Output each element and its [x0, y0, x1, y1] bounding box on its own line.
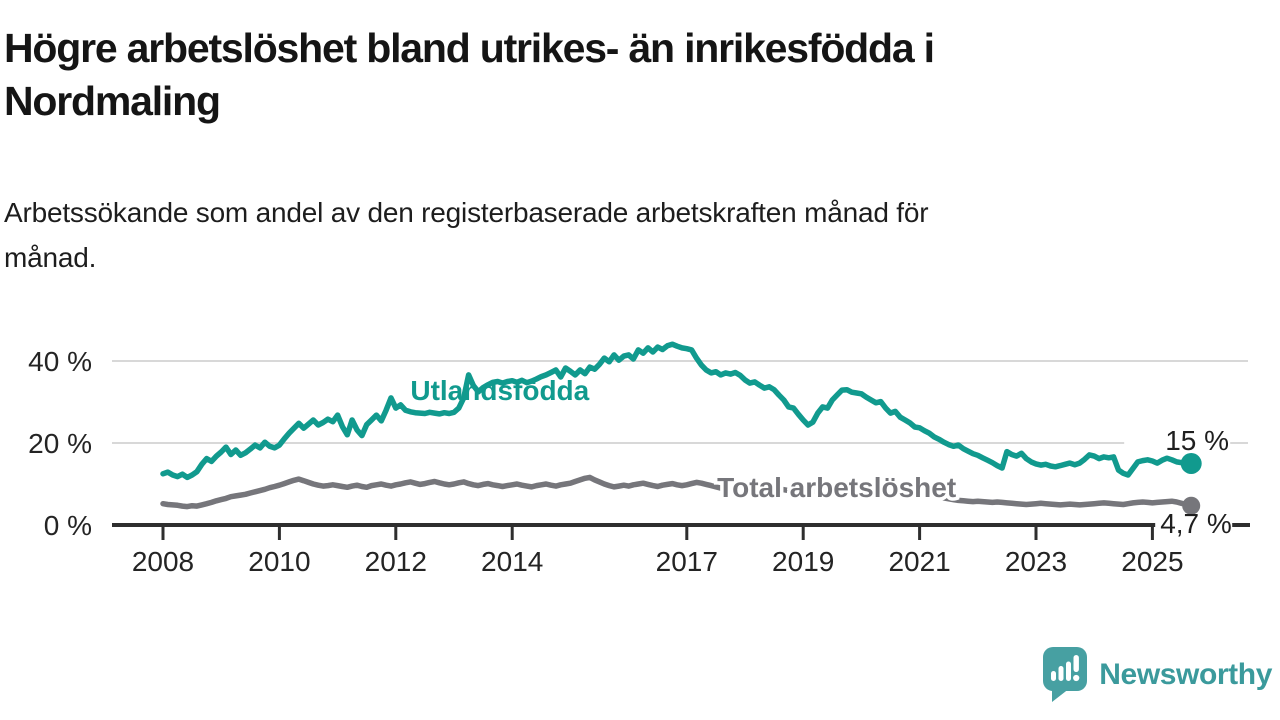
x-tick-label: 2019	[772, 546, 834, 577]
series-label-total: Total arbetslöshet	[717, 472, 956, 503]
end-dot-foreign	[1180, 453, 1202, 474]
series-line-foreign	[160, 341, 1194, 481]
chart-subtitle: Arbetssökande som andel av den registerb…	[4, 190, 1224, 280]
end-label-halo	[1124, 428, 1231, 455]
y-tick-label: 0 %	[44, 510, 92, 541]
chart-title: Högre arbetslöshet bland utrikes- än inr…	[4, 22, 1224, 128]
x-tick-label: 2023	[1005, 546, 1067, 577]
end-label-halo	[1155, 511, 1233, 538]
chart-title-line2: Nordmaling	[4, 78, 221, 124]
end-value-label-foreign: 15 %	[1165, 425, 1229, 456]
newsworthy-brand-link[interactable]: Newsworthy	[1042, 646, 1272, 704]
newsworthy-brand-text: Newsworthy	[1099, 658, 1272, 691]
chart-subtitle-line1: Arbetssökande som andel av den registerb…	[4, 197, 929, 228]
end-dot-total	[1182, 496, 1201, 515]
newsworthy-logo-icon	[1043, 647, 1088, 702]
y-tick-label: 40 %	[28, 346, 92, 377]
end-value-label-total: 4,7 %	[1160, 508, 1232, 539]
x-tick-label: 2008	[132, 546, 194, 577]
y-tick-label: 20 %	[28, 428, 92, 459]
x-tick-label: 2025	[1121, 546, 1183, 577]
chart-title-line1: Högre arbetslöshet bland utrikes- än inr…	[4, 25, 935, 71]
x-tick-label: 2010	[248, 546, 310, 577]
x-tick-label: 2012	[365, 546, 427, 577]
series-label-foreign: Utlandsfödda	[410, 375, 589, 406]
x-tick-label: 2014	[481, 546, 543, 577]
x-tick-label: 2021	[888, 546, 950, 577]
x-tick-label: 2017	[656, 546, 718, 577]
chart-subtitle-line2: månad.	[4, 242, 97, 273]
series-line-total	[160, 474, 1194, 510]
